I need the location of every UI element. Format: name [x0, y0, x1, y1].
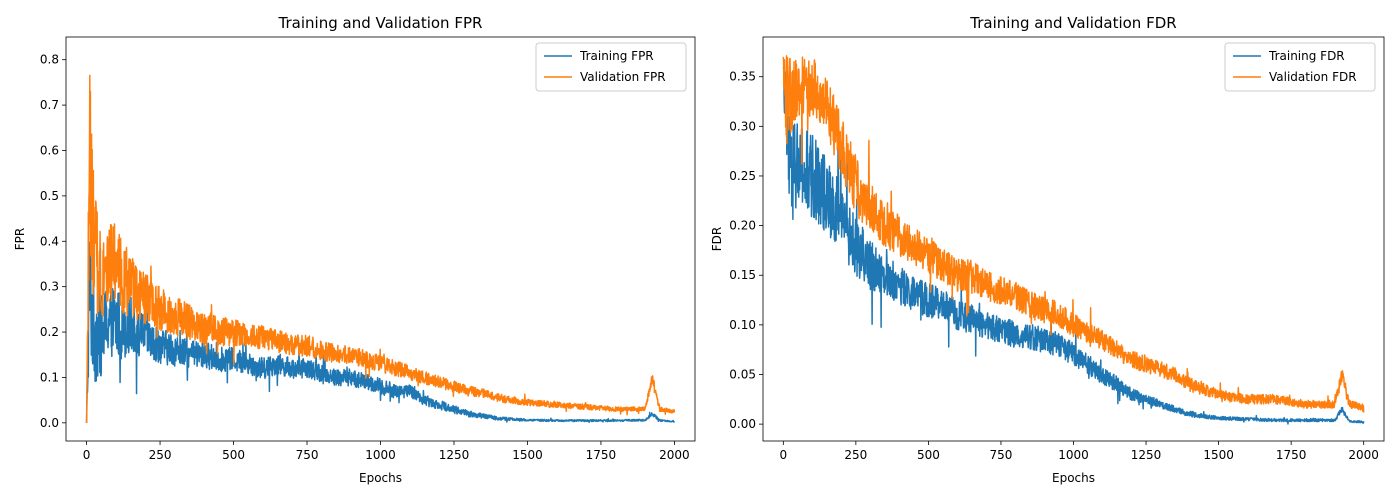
legend-entry: Training FPR: [579, 49, 654, 63]
legend-entry: Validation FPR: [580, 70, 666, 84]
x-tick-label: 1500: [512, 448, 543, 462]
legend-entry: Training FDR: [1268, 49, 1345, 63]
y-tick-label: 0.35: [729, 70, 756, 84]
y-tick-label: 0.15: [729, 268, 756, 282]
y-tick-label: 0.20: [729, 219, 756, 233]
y-tick-label: 0.25: [729, 169, 756, 183]
chart-title: Training and Validation FPR: [278, 14, 483, 32]
x-axis-label: Epochs: [359, 471, 402, 485]
y-tick-label: 0.3: [40, 280, 59, 294]
x-tick-label: 750: [990, 448, 1013, 462]
x-tick-label: 1250: [1131, 448, 1162, 462]
x-tick-label: 2000: [1348, 448, 1379, 462]
y-tick-label: 0.8: [40, 53, 59, 67]
x-tick-label: 250: [844, 448, 867, 462]
x-axis-label: Epochs: [1052, 471, 1095, 485]
y-tick-label: 0.0: [40, 416, 59, 430]
legend-entry: Validation FDR: [1269, 70, 1357, 84]
x-tick-label: 1750: [1276, 448, 1307, 462]
x-tick-label: 500: [917, 448, 940, 462]
series-line-training-fpr: [85, 241, 676, 423]
y-tick-label: 0.6: [40, 143, 59, 157]
x-tick-label: 1750: [586, 448, 617, 462]
x-tick-label: 0: [83, 448, 91, 462]
x-tick-label: 1000: [1058, 448, 1089, 462]
legend-box: [535, 42, 687, 92]
y-tick-label: 0.2: [40, 325, 59, 339]
x-tick-label: 500: [222, 448, 245, 462]
legend-box: [1224, 42, 1376, 92]
y-tick-label: 0.00: [729, 417, 756, 431]
y-axis-label: FDR: [710, 227, 724, 251]
x-tick-label: 1250: [439, 448, 470, 462]
x-tick-label: 2000: [659, 448, 690, 462]
y-tick-label: 0.5: [40, 189, 59, 203]
y-axis-label: FPR: [13, 228, 27, 250]
chart-title: Training and Validation FDR: [969, 14, 1176, 32]
x-tick-label: 1000: [365, 448, 396, 462]
y-tick-label: 0.7: [40, 98, 59, 112]
legend: Training FPR Validation FPR: [535, 42, 687, 92]
chart-panel-2: 0 250 500 750 1000 1250 1500 1750 2000 0.00 0.05 0.…: [710, 14, 1385, 485]
x-tick-label: 0: [779, 448, 787, 462]
y-tick-label: 0.1: [40, 370, 59, 384]
y-tick-label: 0.4: [40, 234, 59, 248]
x-tick-label: 750: [296, 448, 319, 462]
legend: Training FDR Validation FDR: [1224, 42, 1376, 92]
chart-panel-1: 0 250 500 750 1000 1250 1500 1750 2000 0.0 0.1 0.2 0…: [13, 14, 696, 485]
series-line-validation-fpr: [85, 74, 676, 423]
y-tick-label: 0.30: [729, 119, 756, 133]
x-tick-label: 1500: [1203, 448, 1234, 462]
series-line-training-fdr: [782, 66, 1365, 425]
x-tick-label: 250: [149, 448, 172, 462]
y-tick-label: 0.10: [729, 318, 756, 332]
series-line-validation-fdr: [782, 55, 1365, 413]
y-tick-label: 0.05: [729, 367, 756, 381]
